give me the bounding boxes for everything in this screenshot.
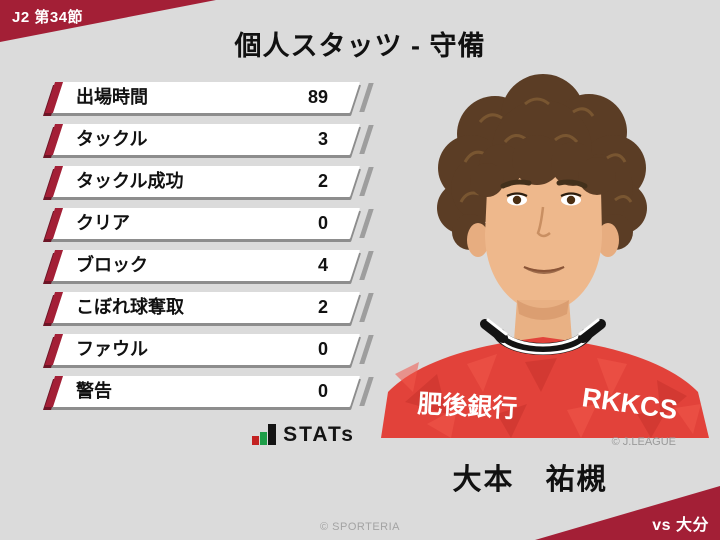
stat-bar-sliver	[359, 125, 374, 154]
stats-logo-text: STATs	[283, 423, 355, 446]
stats-list: 出場時間 89 タックル 3 タックル成功 2 クリア 0 ブロック 4	[44, 82, 374, 418]
stat-value: 3	[317, 129, 328, 149]
jersey-sponsor-left: 肥後銀行	[417, 390, 518, 423]
face	[485, 169, 602, 313]
jersey: 肥後銀行 RKKCS	[381, 318, 709, 438]
stat-row: 警告 0	[44, 376, 374, 407]
stat-label: クリア	[76, 213, 130, 233]
player-photo: 肥後銀行 RKKCS	[381, 74, 709, 438]
stat-bar-sliver	[359, 335, 374, 364]
stat-bar-sliver	[359, 209, 374, 238]
stat-label: タックル	[76, 129, 148, 149]
stat-value: 2	[317, 297, 328, 317]
eyes	[506, 192, 582, 206]
stat-row: クリア 0	[44, 208, 374, 239]
stat-label: こぼれ球奪取	[76, 297, 184, 317]
round-label: J2 第34節	[12, 9, 84, 26]
ear-right	[597, 223, 619, 257]
stat-label: 警告	[76, 381, 112, 401]
stat-value: 0	[317, 213, 328, 233]
stat-row: こぼれ球奪取 2	[44, 292, 374, 323]
eyebrow-right	[556, 179, 588, 189]
stat-bar-sliver	[359, 83, 374, 112]
stats-logo: STATs	[50, 422, 355, 448]
site-credit: © SPORTERIA	[319, 521, 401, 533]
stat-row: ファウル 0	[44, 334, 374, 365]
stat-label: 出場時間	[76, 87, 148, 107]
photo-credit: © J.LEAGUE	[611, 436, 676, 448]
stat-bar-sliver	[359, 293, 374, 322]
mouth	[523, 266, 565, 274]
neck-shadow	[517, 300, 569, 320]
stat-row: タックル成功 2	[44, 166, 374, 197]
eyebrow-left	[500, 179, 532, 189]
stat-value: 2	[317, 171, 328, 191]
stat-value: 0	[317, 381, 328, 401]
player-name: 大本 祐槻	[452, 464, 608, 496]
stat-value: 0	[317, 339, 328, 359]
stat-label: ブロック	[76, 255, 148, 275]
stat-bar-sliver	[359, 377, 374, 406]
hair-fringe	[470, 135, 616, 197]
stat-row: 出場時間 89	[44, 82, 374, 113]
collar	[480, 318, 606, 355]
stat-bar-sliver	[359, 167, 374, 196]
stat-label: ファウル	[76, 339, 148, 359]
stat-row: タックル 3	[44, 124, 374, 155]
ear-left	[467, 223, 489, 257]
nose	[536, 206, 551, 238]
stat-value: 4	[317, 255, 328, 275]
bar-chart-icon	[252, 424, 277, 448]
stat-bar-sliver	[359, 251, 374, 280]
opponent-label: vs 大分	[652, 517, 709, 534]
stat-row: ブロック 4	[44, 250, 374, 281]
stat-value: 89	[307, 87, 328, 107]
page-title: 個人スタッツ - 守備	[234, 31, 486, 61]
stat-label: タックル成功	[76, 171, 184, 191]
